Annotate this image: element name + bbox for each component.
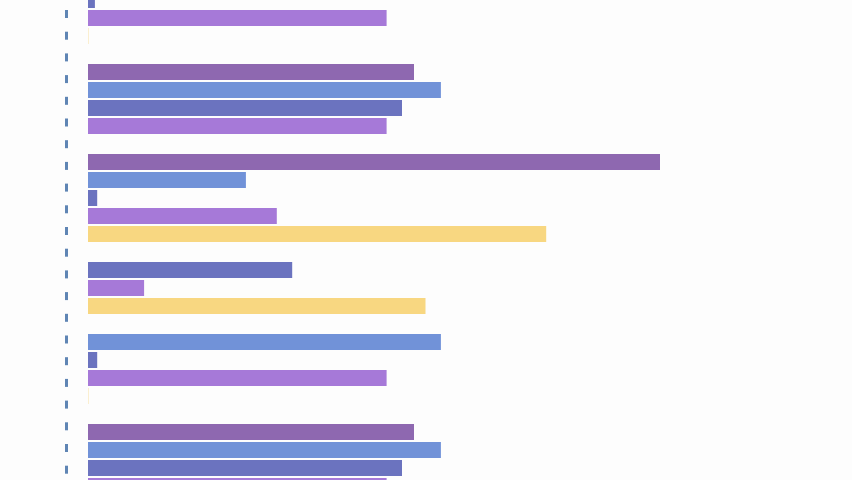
y-axis-tick [65, 465, 68, 474]
y-axis-tick [65, 140, 68, 149]
bar [88, 28, 89, 44]
bar [88, 298, 426, 314]
bar-group [88, 154, 660, 242]
bar [88, 262, 293, 278]
y-axis-tick [65, 205, 68, 214]
bar [88, 64, 414, 80]
bar [88, 82, 441, 98]
y-axis-tick [65, 183, 68, 192]
y-axis-tick [65, 10, 68, 18]
bar [88, 118, 387, 134]
bar [88, 280, 145, 296]
bar [88, 100, 402, 116]
bars [88, 0, 660, 480]
y-axis-tick [65, 227, 68, 235]
bar [88, 0, 95, 8]
y-axis-tick [65, 422, 68, 431]
y-axis-tick [65, 444, 68, 452]
bar [88, 226, 547, 242]
bar [88, 424, 414, 440]
y-axis-tick [65, 118, 68, 127]
y-axis-tick [65, 378, 68, 387]
y-axis-tick [65, 335, 68, 344]
bar [88, 442, 441, 458]
bar [88, 190, 98, 206]
y-axis [65, 10, 68, 474]
bar [88, 10, 387, 26]
y-axis-tick [65, 96, 68, 105]
y-axis-tick [65, 75, 68, 84]
bar [88, 388, 89, 404]
y-axis-tick [65, 31, 68, 40]
y-axis-tick [65, 357, 68, 366]
bar-group [88, 424, 441, 480]
y-axis-tick [65, 313, 68, 322]
y-axis-tick [65, 53, 68, 62]
bar [88, 460, 402, 476]
bar-group [88, 262, 426, 314]
bar [88, 334, 441, 350]
bar-group [88, 0, 387, 44]
bar [88, 352, 98, 368]
bar [88, 154, 660, 170]
bar [88, 208, 277, 224]
y-axis-tick [65, 400, 68, 409]
bar [88, 172, 246, 188]
y-axis-tick [65, 248, 68, 257]
y-axis-tick [65, 270, 68, 279]
bar-group [88, 334, 441, 404]
bar [88, 370, 387, 386]
bar [88, 478, 387, 480]
y-axis-tick [65, 292, 68, 301]
y-axis-tick [65, 161, 68, 170]
bar-group [88, 64, 441, 134]
